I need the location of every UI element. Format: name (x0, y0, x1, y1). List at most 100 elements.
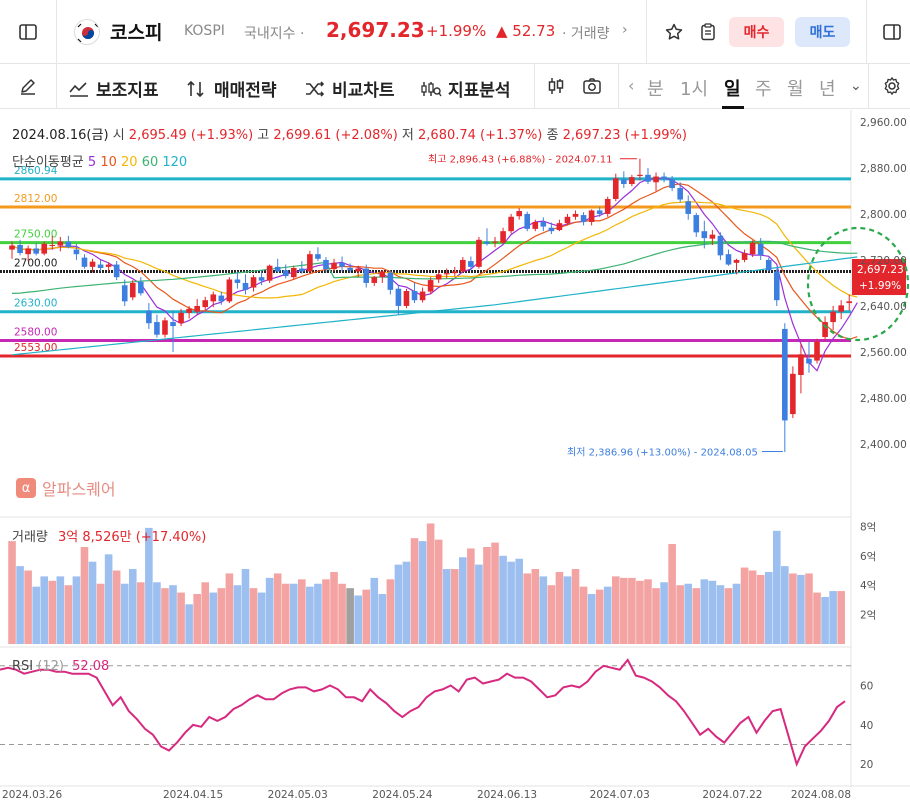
ma-60: 60 (141, 155, 159, 170)
volume-bar (314, 583, 322, 644)
period-month[interactable]: 월 (787, 79, 804, 100)
candle-type-icon[interactable] (540, 70, 572, 102)
volume-bar (217, 588, 226, 644)
candle-body (395, 288, 402, 306)
volume-bar (169, 585, 177, 644)
current-price: 2,697.23 (326, 18, 425, 42)
chevron-right-icon[interactable]: › (622, 22, 628, 38)
volume-bar (281, 583, 290, 644)
candle-body (548, 227, 555, 232)
candle-body (468, 261, 474, 267)
candle-body (202, 300, 209, 308)
chevron-down-icon[interactable]: ⌄ (850, 78, 862, 94)
volume-link[interactable]: · 거래량 (562, 26, 610, 42)
candle-body (814, 341, 820, 361)
candle-body (701, 231, 708, 239)
indicator-tool[interactable]: 보조지표 (68, 76, 159, 101)
volume-bar (821, 596, 829, 644)
price-chart[interactable]: 2860.94 2812.00 2750.00 2700.00 2630.00 2580.… (0, 110, 910, 806)
period-hour[interactable]: 1시 (680, 79, 709, 100)
date-tick-label: 2024.07.03 (590, 789, 650, 801)
candle-body (9, 245, 15, 250)
shuffle-icon (306, 80, 325, 97)
volume-bar (193, 594, 201, 644)
pencil-icon[interactable] (12, 70, 44, 102)
volume-bar (467, 548, 475, 644)
candle-body (307, 254, 313, 272)
candle-body (218, 295, 225, 302)
candle-body (653, 176, 659, 183)
buy-button[interactable]: 매수 (729, 17, 784, 47)
chevron-left-icon[interactable]: ‹ (628, 76, 635, 95)
volume-bar (104, 554, 113, 644)
volume-bar (378, 594, 387, 644)
last-price-text: 2,697.23 (857, 264, 904, 276)
volume-bar (523, 573, 532, 644)
period-day[interactable]: 일 (724, 79, 741, 100)
rsi-line (0, 658, 846, 768)
watermark-text: 알파스퀘어 (42, 480, 116, 499)
candle-body (685, 201, 692, 214)
top-bar: 코스피 KOSPI 국내지수 · 2,697.23 +1.99% ▲ 52.73… (0, 0, 910, 64)
candle-body (572, 213, 579, 217)
period-minute[interactable]: 분 (647, 79, 664, 100)
candle-body (580, 215, 587, 222)
star-icon[interactable] (658, 16, 690, 48)
volume-bar (789, 573, 797, 644)
period-year[interactable]: 년 (819, 79, 836, 100)
volume-bar (209, 592, 218, 644)
volume-bar (120, 583, 129, 644)
panel-toggle-icon[interactable] (876, 16, 908, 48)
divider (646, 0, 647, 64)
period-week[interactable]: 주 (755, 79, 772, 100)
price-tick-label: 2,880.00 (860, 163, 907, 175)
analysis-tool[interactable]: 지표분석 (420, 76, 511, 101)
volume-bar (241, 569, 250, 644)
candle-body (645, 174, 651, 182)
volume-bar (740, 567, 749, 644)
stock-name[interactable]: 코스피 (110, 22, 163, 44)
candle-body (290, 267, 297, 278)
candle-body (146, 310, 152, 324)
candle-body (661, 176, 667, 180)
candle-body (427, 280, 434, 292)
volume-bar (145, 527, 153, 644)
candle-body (830, 311, 836, 323)
volume-bar (185, 604, 193, 644)
sidebar-toggle-icon[interactable] (12, 16, 44, 48)
volume-bar (603, 586, 612, 644)
ma-legend[interactable]: 단순이동평균 5 10 20 60 120 (12, 151, 187, 170)
candle-body (129, 282, 136, 298)
volume-bar (153, 582, 161, 644)
horizontal-line-label: 2860.94 (14, 165, 58, 177)
gear-icon[interactable] (876, 70, 908, 102)
camera-icon[interactable] (576, 70, 608, 102)
clipboard-icon[interactable] (692, 16, 724, 48)
volume-bar (298, 579, 306, 644)
candle-body (186, 308, 192, 313)
volume-bar (700, 579, 709, 644)
candle-body (339, 262, 345, 267)
candle-body (138, 281, 144, 294)
volume-bar (137, 582, 145, 644)
volume-bar (732, 583, 741, 644)
sell-button[interactable]: 매도 (795, 17, 850, 47)
candle-body (798, 354, 804, 375)
candle-body (435, 274, 442, 280)
candle-body (210, 294, 217, 302)
compare-tool[interactable]: 비교차트 (304, 76, 395, 101)
strategy-label: 매매전략 (214, 81, 277, 101)
close-value: 2,697.23 (+1.99%) (562, 128, 687, 143)
candle-body (621, 179, 627, 185)
volume-bar (756, 574, 765, 644)
volume-bar (386, 579, 395, 644)
strategy-tool[interactable]: 매매전략 (186, 76, 277, 101)
candle-body (363, 268, 370, 283)
volume-bar (499, 555, 507, 644)
low-value: 2,680.74 (+1.37%) (418, 128, 543, 143)
volume-bar (781, 566, 789, 644)
candle-body (379, 271, 386, 278)
volume-bar (56, 576, 65, 644)
volume-bar (40, 576, 49, 644)
candle-body (274, 266, 281, 272)
